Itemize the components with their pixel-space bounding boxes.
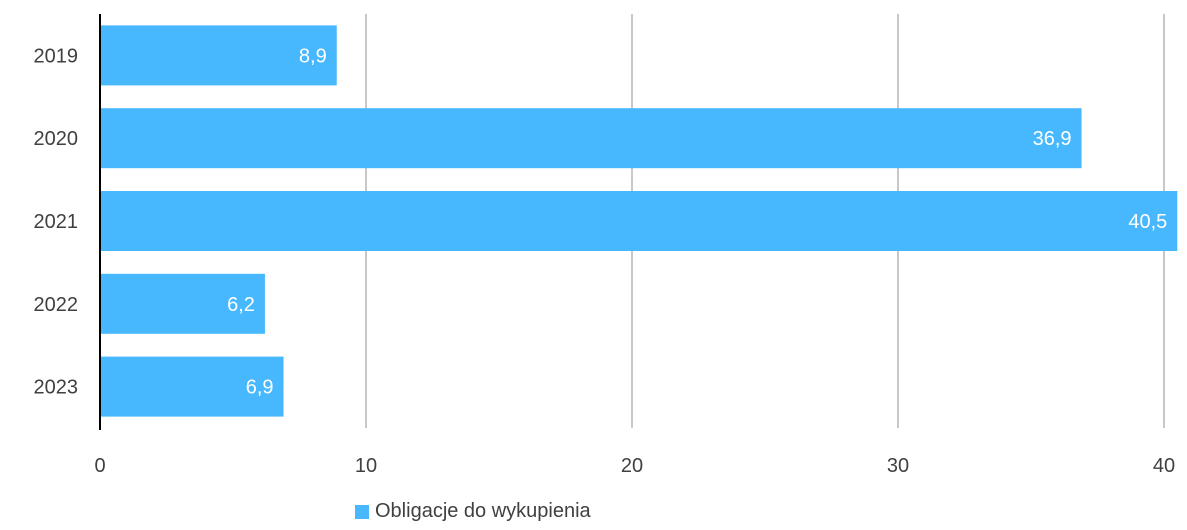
bar-value-label: 40,5 [1128,211,1167,233]
bar-value-label: 6,2 [227,294,255,316]
bar [100,25,337,86]
x-tick-label: 40 [1153,455,1175,477]
bar [100,191,1178,251]
y-category-label: 2022 [34,294,79,316]
x-tick-label: 20 [621,455,643,477]
bar-value-label: 6,9 [246,377,274,399]
legend: Obligacje do wykupienia [355,500,591,523]
legend-swatch [355,504,369,519]
legend-label: Obligacje do wykupienia [375,500,591,522]
x-tick-label: 10 [355,455,377,477]
bar-value-label: 8,9 [299,45,327,67]
data-labels: 8,9 36,9 40,5 6,2 6,9 [227,45,1167,398]
y-category-label: 2021 [34,211,79,233]
axes: 0 10 20 30 40 2019 2020 2021 2022 2023 [34,14,1175,477]
y-category-label: 2019 [34,45,79,67]
x-tick-label: 30 [887,455,909,477]
bars [100,25,1178,417]
bar [100,108,1082,169]
bar [100,273,265,334]
bar [100,356,284,417]
y-category-label: 2020 [34,128,79,150]
x-tick-label: 0 [94,455,105,477]
bar-value-label: 36,9 [1033,128,1072,150]
y-category-label: 2023 [34,377,79,399]
